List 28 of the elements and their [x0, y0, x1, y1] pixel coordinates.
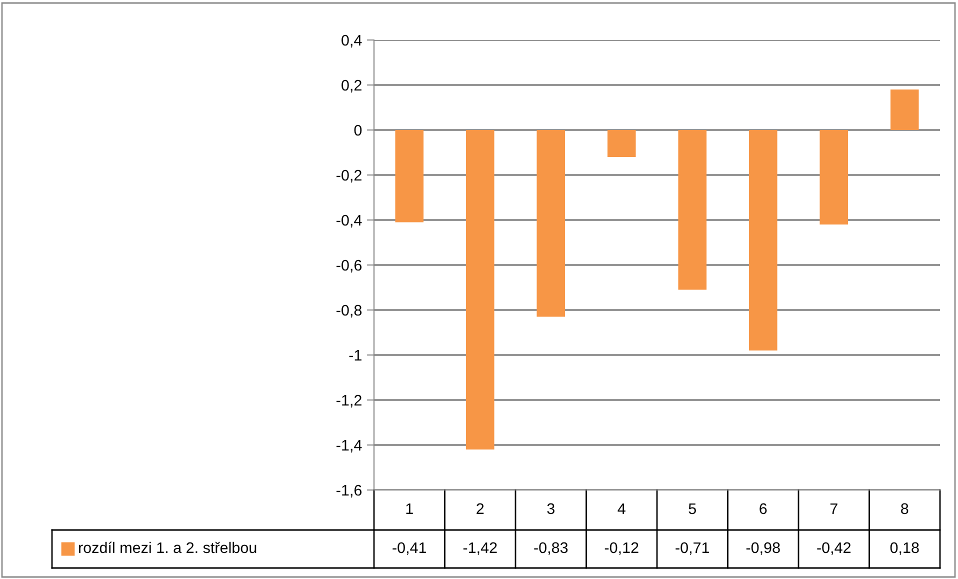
data-label: -0,98 [746, 542, 780, 555]
legend-label: rozdíl mezi 1. a 2. střelbou [79, 542, 256, 554]
y-tick-label: -1,4 [336, 440, 362, 452]
data-label: -0,41 [392, 542, 426, 555]
y-tick-label: -0,6 [336, 260, 362, 272]
y-tick-label: 0,2 [342, 80, 362, 92]
data-label: -0,83 [534, 542, 568, 555]
y-tick-label: -0,8 [336, 304, 362, 318]
x-tick-label: 8 [901, 503, 908, 514]
y-tick-label: -1,2 [336, 394, 362, 408]
x-tick-label: 7 [830, 503, 838, 514]
x-tick-label: 1 [406, 503, 413, 514]
x-tick-label: 6 [760, 503, 767, 514]
y-tick-label: 0,4 [342, 34, 362, 48]
x-tick-label: 4 [618, 503, 626, 514]
y-tick-label: 0 [354, 124, 362, 136]
data-label: -1,42 [463, 542, 497, 555]
x-tick-label: 2 [476, 503, 484, 514]
y-tick-label: -0,2 [336, 170, 362, 182]
y-tick-label: -1 [349, 350, 362, 361]
data-label: -0,12 [604, 542, 638, 555]
y-tick-label: -0,4 [336, 214, 362, 228]
data-label: -0,42 [817, 542, 851, 555]
x-tick-label: 3 [547, 503, 554, 514]
data-label: -0,71 [676, 542, 710, 555]
y-tick-label: -1,6 [336, 484, 362, 498]
data-label: 0,18 [890, 542, 919, 555]
x-tick-label: 5 [688, 503, 696, 514]
